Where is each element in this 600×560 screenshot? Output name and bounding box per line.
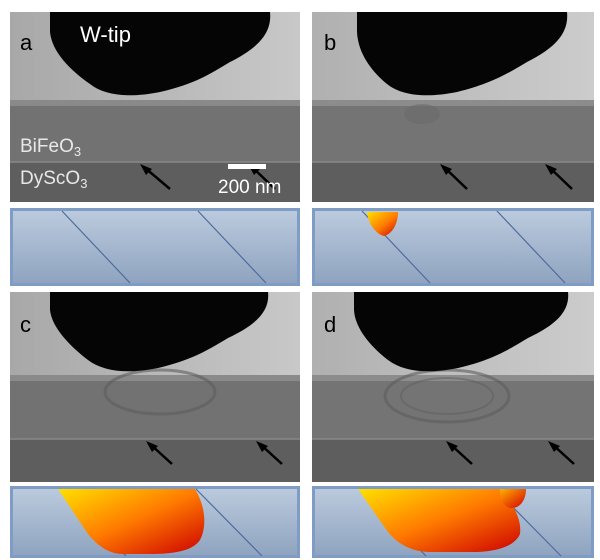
w-tip-shape bbox=[357, 12, 568, 96]
w-tip-shape bbox=[50, 12, 271, 96]
panel-d: d bbox=[312, 292, 594, 482]
domain-grown bbox=[358, 489, 521, 552]
tem-image-a bbox=[10, 12, 300, 202]
schematic-c bbox=[10, 486, 300, 558]
panel-a: a W-tip BiFeO3 DyScO3 200 nm bbox=[10, 12, 300, 202]
schematic-b bbox=[312, 208, 594, 286]
w-tip-shape bbox=[50, 292, 269, 372]
panel-label-b: b bbox=[324, 30, 337, 55]
tem-image-d bbox=[312, 292, 594, 482]
w-tip-label: W-tip bbox=[80, 22, 131, 47]
scale-bar-label: 200 nm bbox=[218, 177, 282, 198]
panel-c: c bbox=[10, 292, 300, 482]
substrate-label: DyScO3 bbox=[20, 168, 88, 191]
schematic-a bbox=[10, 208, 300, 286]
domain-grown bbox=[58, 489, 205, 554]
domain-nucleus bbox=[367, 212, 398, 236]
film-label: BiFeO3 bbox=[20, 136, 82, 159]
panel-label-d: d bbox=[324, 312, 337, 337]
tem-image-b bbox=[312, 12, 594, 202]
scale-bar bbox=[228, 164, 266, 169]
schematic-d bbox=[312, 486, 594, 558]
panel-label-c: c bbox=[20, 312, 31, 337]
panel-b: b bbox=[312, 12, 594, 202]
w-tip-shape bbox=[354, 292, 569, 372]
panel-label-a: a bbox=[20, 30, 33, 55]
tem-image-c bbox=[10, 292, 300, 482]
domain-nucleus bbox=[500, 489, 526, 508]
